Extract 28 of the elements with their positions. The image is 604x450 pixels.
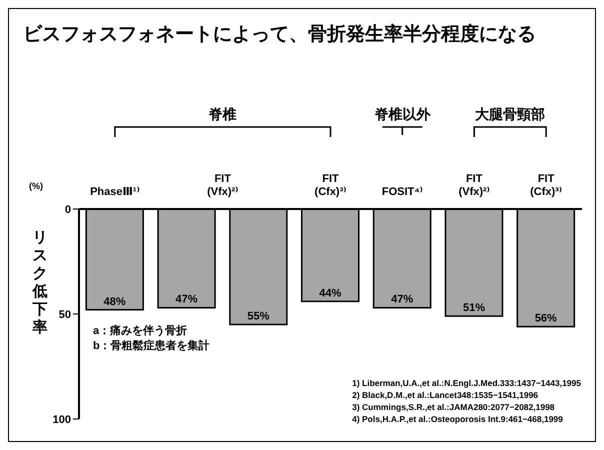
y-tick-label: 100	[52, 414, 71, 426]
data-label: 51%	[462, 302, 486, 314]
text: 脊椎	[208, 106, 237, 122]
x-tick-label: FIT (Cfx)³⁾	[314, 173, 346, 198]
data-label: 47%	[391, 294, 414, 306]
data-label: 44%	[319, 287, 342, 300]
x-tick-label: FIT (Vfx)²⁾	[458, 173, 490, 198]
data-label: 48%	[104, 296, 126, 308]
annotation: 2) Black,D.M.,et al.:Lancet348:1535−1541,1996	[352, 389, 540, 401]
x-tick-label: FIT (Vfx)²⁾	[207, 173, 238, 198]
data-label: 55%	[247, 310, 270, 322]
y-axis-title: リスク低下率	[31, 229, 48, 337]
annotation: a：痛みを伴う骨折	[93, 324, 188, 339]
data-label: 47%	[176, 294, 198, 306]
annotation: 4) Pols,H.A.P.,et al.:Osteoporosis Int.9:461−468,1999	[352, 413, 564, 425]
chart-title: ビスフォスフォネートによって、骨折発生率半分程度になる	[23, 22, 536, 47]
x-tick-label: PhaseⅢ¹⁾	[90, 186, 140, 198]
x-tick-label: FIT (Cfx)³⁾	[530, 173, 562, 198]
text: 大腿骨頸部	[475, 106, 546, 122]
y-tick-label: 50	[58, 308, 71, 321]
text: (%)	[29, 181, 43, 191]
text: 脊椎以外	[374, 106, 432, 122]
annotation: 3) Cummings,S.R.,et al.:JAMA280:2077−2082,1998	[352, 401, 556, 413]
y-tick-label: 0	[64, 204, 71, 216]
x-tick-label: FOSIT⁴⁾	[382, 186, 423, 198]
annotation: 1) Liberman,U.A.,et al.:N.Engl.J.Med.333:1437−1443,1995	[352, 377, 581, 389]
data-label: 56%	[534, 312, 558, 325]
annotation: b：骨粗鬆症患者を集計	[93, 339, 210, 354]
